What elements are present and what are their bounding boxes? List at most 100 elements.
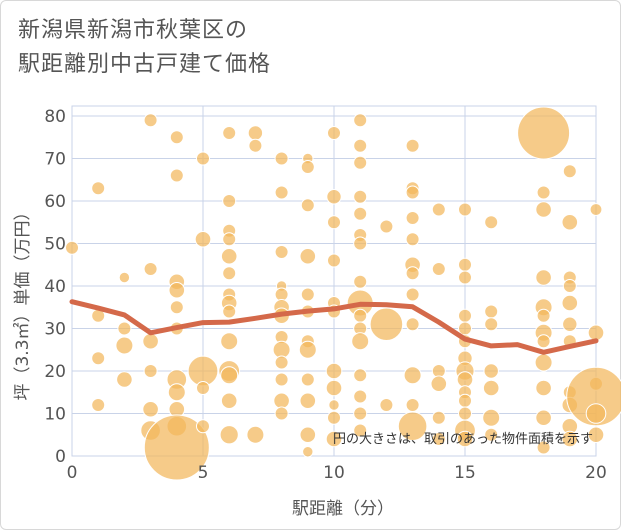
bubble-point xyxy=(535,379,552,397)
bubble-point xyxy=(534,353,553,372)
bubble-point xyxy=(353,274,368,289)
bubble-point xyxy=(353,206,368,221)
bubble-series xyxy=(65,106,621,481)
bubble-point xyxy=(91,181,106,196)
bubble-point xyxy=(220,332,239,351)
bubble-point xyxy=(220,247,238,265)
y-tick-label: 10 xyxy=(44,405,66,425)
bubble-point xyxy=(561,213,579,231)
bubble-point xyxy=(220,366,239,385)
bubble-point xyxy=(143,414,210,481)
bubble-point xyxy=(561,294,579,312)
bubble-point xyxy=(379,398,394,412)
bubble-point xyxy=(587,426,605,444)
bubble-point xyxy=(169,130,184,145)
bubble-point xyxy=(117,321,132,336)
bubble-point xyxy=(222,304,237,319)
bubble-point xyxy=(561,430,579,448)
bubble-point xyxy=(91,398,106,412)
bubble-point xyxy=(168,281,186,299)
bubble-point xyxy=(353,389,368,404)
bubble-point xyxy=(327,253,341,268)
bubble-point xyxy=(566,366,621,427)
bubble-point xyxy=(351,332,370,351)
bubble-point xyxy=(456,430,474,448)
bubble-point xyxy=(484,304,499,319)
bubble-point xyxy=(482,379,500,397)
bubble-point xyxy=(246,425,265,444)
x-tick-label: 0 xyxy=(67,463,78,483)
bubble-point xyxy=(219,425,239,445)
bubble-point xyxy=(562,164,577,179)
bubble-point xyxy=(194,230,212,248)
bubble-point xyxy=(142,332,159,350)
bubble-point xyxy=(517,106,571,160)
bubble-point xyxy=(274,185,289,200)
bubble-point xyxy=(353,406,368,421)
bubble-point xyxy=(536,185,551,200)
bubble-point xyxy=(405,232,420,247)
bubble-point xyxy=(327,410,341,425)
bubble-point xyxy=(536,334,551,349)
bubble-point xyxy=(274,406,289,421)
bubble-point xyxy=(379,219,394,234)
bubble-point xyxy=(300,160,315,174)
bubble-point xyxy=(326,189,342,205)
tick-labels: 0 10 20 30 40 50 60 70 80 0 5 10 15 20 xyxy=(44,107,606,483)
bubble-point xyxy=(458,393,472,408)
bubble-point xyxy=(431,410,446,425)
bubble-point xyxy=(274,245,289,259)
bubble-point xyxy=(196,381,210,395)
bubble-point xyxy=(405,398,420,412)
bubble-point xyxy=(405,266,420,281)
bubble-point xyxy=(328,399,340,411)
bubble-point xyxy=(484,317,499,332)
bubble-point xyxy=(115,336,134,355)
bubble-point xyxy=(562,316,578,332)
y-tick-label: 80 xyxy=(44,107,66,127)
bubble-point xyxy=(456,371,474,388)
bubble-point xyxy=(535,409,552,427)
title-line-1: 新潟県新潟市秋葉区の xyxy=(18,18,249,43)
size-annotation: 円の大きさは、取引のあった物件面積を示す xyxy=(333,432,593,447)
bubble-point xyxy=(273,392,290,410)
bubble-point xyxy=(325,362,343,380)
bubble-point xyxy=(327,215,341,230)
bubble-point xyxy=(405,138,420,153)
bubble-point xyxy=(274,355,289,370)
bubble-point xyxy=(143,262,158,276)
bubble-point xyxy=(65,240,79,255)
bubble-point xyxy=(458,321,472,336)
bubble-point xyxy=(353,308,368,323)
bubble-point xyxy=(369,307,404,342)
bubble-point xyxy=(536,308,551,323)
bubble-point xyxy=(353,138,368,153)
x-tick-label: 10 xyxy=(323,463,345,483)
bubble-point xyxy=(587,324,605,342)
bubble-point xyxy=(458,202,472,217)
bubble-point xyxy=(298,340,317,359)
bubble-point xyxy=(300,372,315,387)
chart-title: 新潟県新潟市秋葉区の 駅距離別中古戸建て価格 xyxy=(18,14,271,82)
bubble-point xyxy=(431,202,446,217)
bubble-point xyxy=(222,266,237,281)
bubble-point xyxy=(353,113,368,128)
bubble-point xyxy=(300,287,315,302)
bubble-point xyxy=(116,371,133,388)
bubble-point xyxy=(353,368,368,383)
bubble-point xyxy=(167,383,186,402)
bubble-point xyxy=(405,317,420,332)
x-tick-label: 5 xyxy=(198,463,209,483)
y-tick-label: 50 xyxy=(44,235,66,255)
y-tick-label: 70 xyxy=(44,150,66,170)
x-tick-label: 20 xyxy=(585,463,607,483)
bubble-point xyxy=(118,271,131,284)
bubble-point xyxy=(353,236,368,251)
bubble-point xyxy=(458,270,472,285)
bubble-point xyxy=(585,403,607,424)
bubble-point xyxy=(405,287,420,302)
bubble-point xyxy=(302,446,314,458)
bubble-point xyxy=(325,430,343,448)
y-tick-label: 40 xyxy=(44,277,66,297)
trend-line xyxy=(69,299,599,355)
